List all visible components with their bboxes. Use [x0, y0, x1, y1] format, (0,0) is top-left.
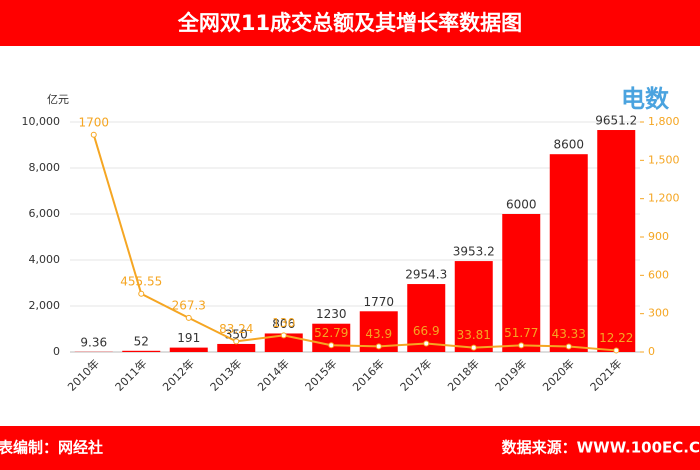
bar	[597, 130, 636, 352]
line-value-label: 12.22	[599, 331, 633, 345]
y2-tick-label: 1,500	[648, 153, 680, 166]
bar	[549, 154, 588, 352]
line-point	[423, 340, 430, 347]
bar-value-label: 9.36	[80, 335, 107, 349]
bar	[217, 343, 256, 352]
line	[92, 134, 617, 352]
line-value-label: 130	[272, 316, 295, 330]
x-tick-label: 2010年	[65, 356, 102, 393]
line-point	[565, 343, 572, 350]
x-tick-label: 2016年	[350, 356, 387, 393]
line-value-label: 66.9	[413, 324, 440, 338]
line-point	[185, 314, 192, 321]
line-value-label: 43.9	[365, 327, 392, 341]
y2-tick-label: 900	[648, 230, 669, 243]
line-point	[328, 342, 335, 349]
bar-value-label: 1230	[316, 307, 347, 321]
bar-value-label: 2954.3	[405, 268, 447, 282]
y2-tick-label: 1,800	[648, 115, 680, 128]
y2-tick-label: 0	[648, 345, 655, 358]
line-point	[375, 343, 382, 350]
line-value-label: 455.55	[120, 274, 162, 288]
y-tick-label: 8,000	[29, 161, 61, 174]
line-value-label: 1700	[78, 115, 109, 129]
bar-value-label: 8600	[553, 138, 584, 152]
footer-band	[0, 426, 700, 470]
x-tick-label: 2021年	[587, 356, 624, 393]
line-value-label: 33.81	[457, 328, 491, 342]
y-tick-label: 2,000	[29, 299, 61, 312]
bar-value-label: 9651.2	[595, 114, 637, 128]
bar	[454, 261, 493, 352]
line-value-label: 267.3	[172, 298, 206, 312]
line-value-label: 83.24	[219, 322, 253, 336]
bar-value-label: 6000	[506, 198, 537, 212]
x-tick-label: 2015年	[302, 356, 339, 393]
line-point	[613, 347, 620, 354]
y-tick-label: 0	[53, 345, 60, 358]
line-point	[138, 290, 145, 297]
bar	[169, 347, 208, 352]
x-tick-label: 2013年	[207, 356, 244, 393]
x-tick-label: 2020年	[540, 356, 577, 393]
line-value-label: 52.79	[314, 326, 348, 340]
bar-value-label: 1770	[363, 295, 394, 309]
chart-title: 全网双11成交总额及其增长率数据图	[177, 11, 522, 35]
x-tick-label: 2019年	[492, 356, 529, 393]
bar-value-label: 806	[272, 317, 295, 331]
line-point	[280, 332, 287, 339]
x-tick-label: 2018年	[445, 356, 482, 393]
x-tick-label: 2017年	[397, 356, 434, 393]
line-value-label: 51.77	[504, 326, 538, 340]
line-point	[470, 344, 477, 351]
y2-tick-label: 600	[648, 268, 669, 281]
header-band	[0, 0, 700, 46]
y2-tick-label: 1,200	[648, 192, 680, 205]
bar-value-label: 3953.2	[453, 245, 495, 259]
logo: 电数	[621, 85, 670, 113]
bar	[502, 214, 541, 352]
y-tick-label: 6,000	[29, 207, 61, 220]
bar-value-label: 52	[134, 334, 149, 348]
bar	[122, 350, 161, 352]
line-value-label: 43.33	[552, 327, 586, 341]
x-tick-label: 2014年	[255, 356, 292, 393]
x-tick-label: 2012年	[160, 356, 197, 393]
y-tick-label: 4,000	[29, 253, 61, 266]
x-tick-label: 2011年	[112, 356, 149, 393]
line-point	[90, 131, 97, 138]
line-point	[233, 338, 240, 345]
line-point	[518, 342, 525, 349]
y-axis-label: 亿元	[47, 93, 69, 106]
y2-tick-label: 300	[648, 307, 669, 320]
footer-left: 表编制：网经社	[0, 439, 103, 457]
y-tick-label: 10,000	[22, 115, 61, 128]
bar-value-label: 191	[177, 331, 200, 345]
footer-right: 数据来源：WWW.100EC.C	[502, 439, 700, 457]
